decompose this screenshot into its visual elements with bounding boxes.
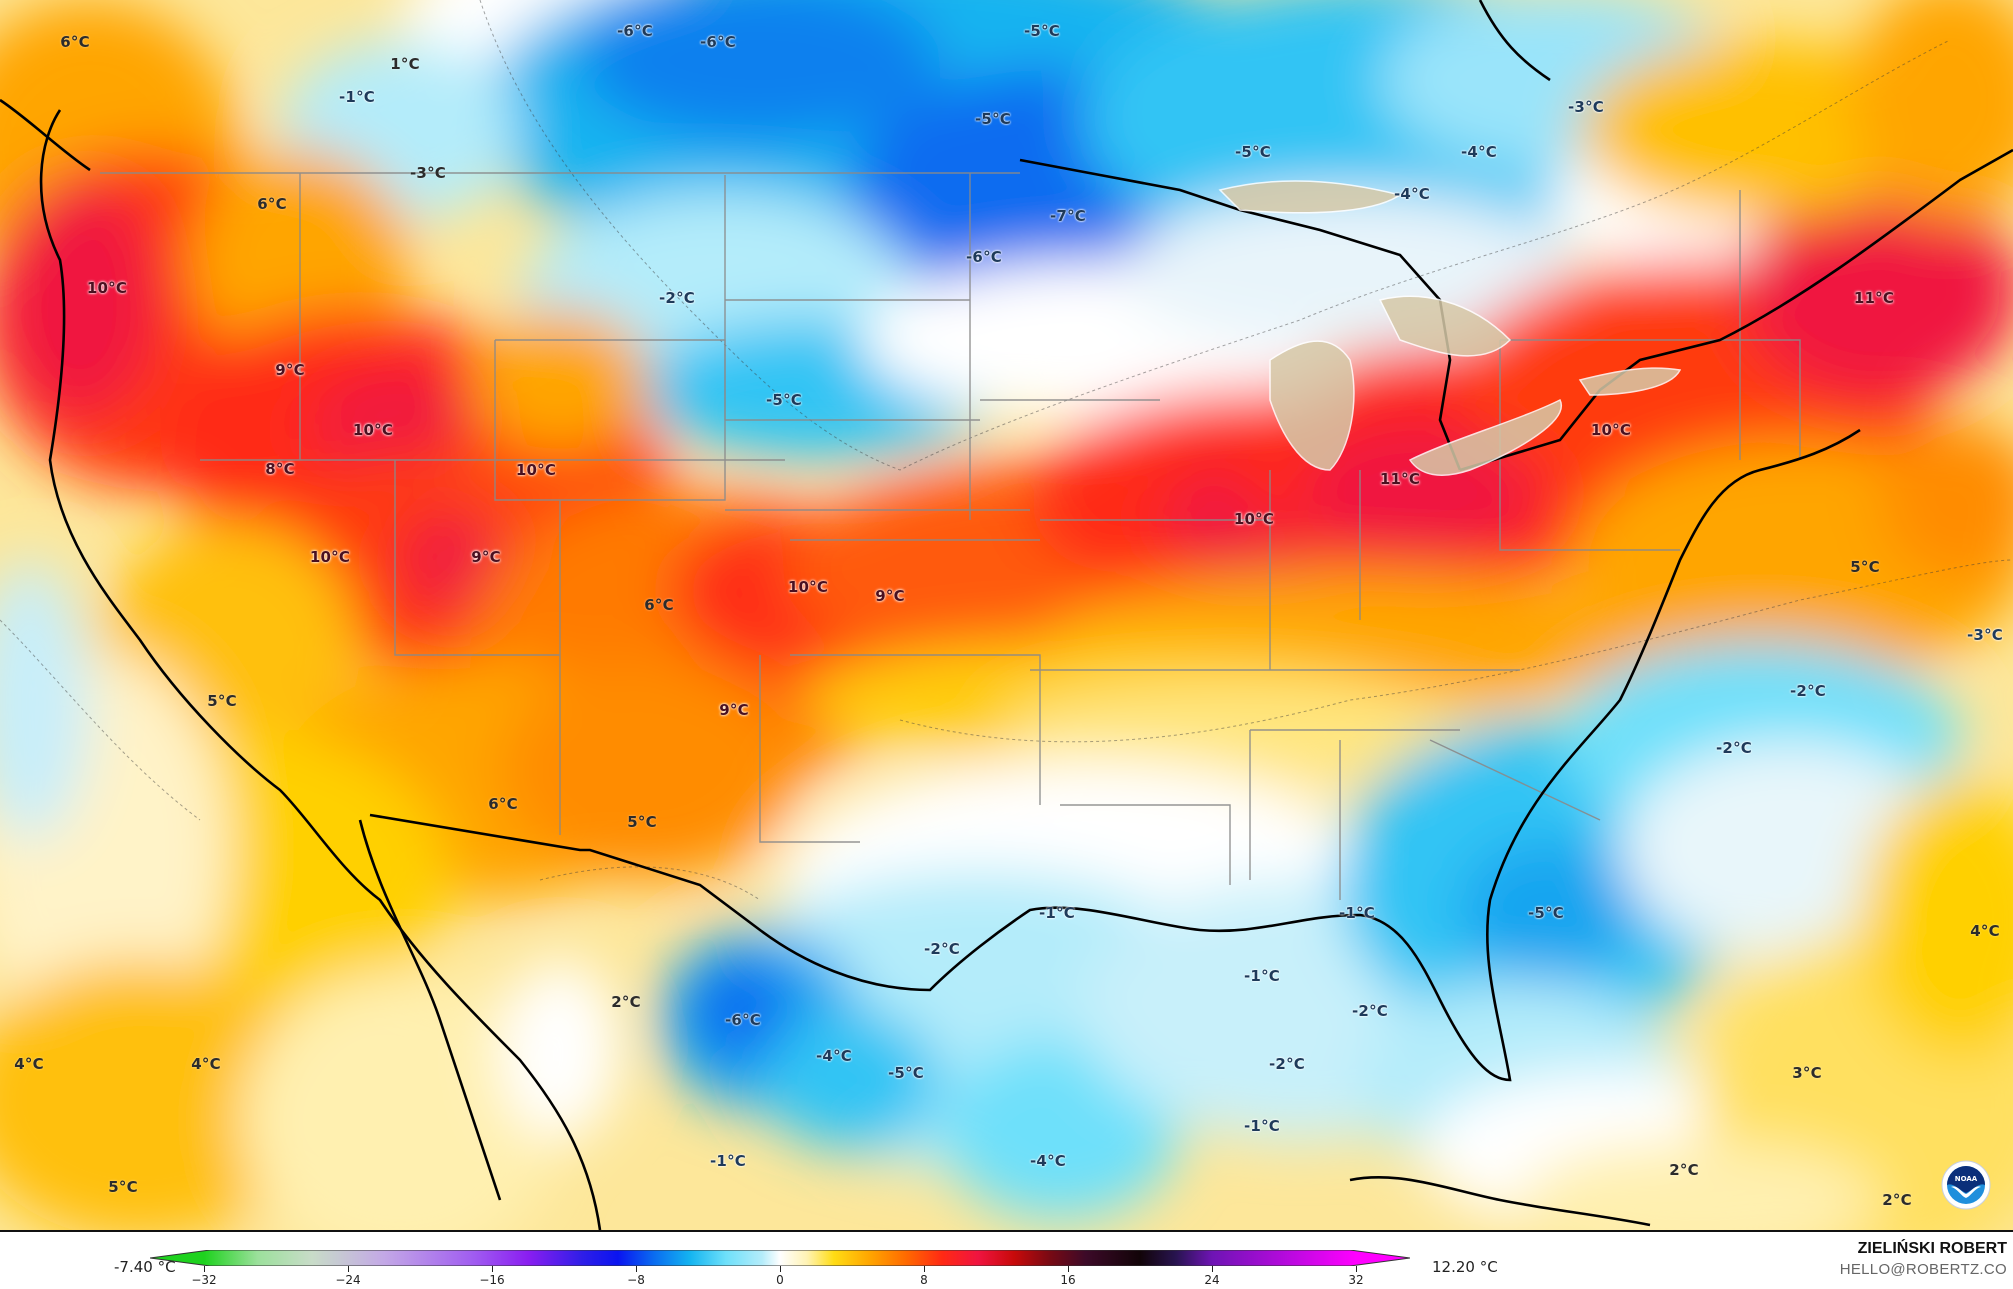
temperature-label: -2°C: [659, 289, 695, 307]
temperature-field: [0, 0, 2013, 1230]
temperature-label: 6°C: [488, 795, 518, 813]
temperature-label: -1°C: [1339, 904, 1375, 922]
colorbar-tick-label: 0: [776, 1273, 784, 1287]
temperature-label: 2°C: [611, 993, 641, 1011]
colorbar-tick: [1356, 1266, 1357, 1272]
temperature-label: -1°C: [339, 88, 375, 106]
temperature-label: 5°C: [207, 692, 237, 710]
colorbar-tick-label: −16: [479, 1273, 505, 1287]
temperature-label: 5°C: [108, 1178, 138, 1196]
temperature-label: -5°C: [1235, 143, 1271, 161]
temperature-label: -4°C: [1030, 1152, 1066, 1170]
colorbar-tick: [348, 1266, 349, 1272]
temperature-label: -2°C: [1716, 739, 1752, 757]
temperature-label: -2°C: [1269, 1055, 1305, 1073]
colorbar-tick-label: 32: [1348, 1273, 1364, 1287]
temperature-label: 6°C: [257, 195, 287, 213]
colorbar-tick: [1212, 1266, 1213, 1272]
temperature-label: 2°C: [1669, 1161, 1699, 1179]
temperature-label: -7°C: [1050, 207, 1086, 225]
temperature-label: 5°C: [627, 813, 657, 831]
temperature-label: -1°C: [710, 1152, 746, 1170]
colorbar-tick: [780, 1266, 781, 1272]
noaa-logo: NOAA: [1941, 1160, 1991, 1210]
colorbar-tick: [1068, 1266, 1069, 1272]
temperature-label: 4°C: [1970, 922, 2000, 940]
temperature-label: -1°C: [1244, 1117, 1280, 1135]
temperature-label: -3°C: [1568, 98, 1604, 116]
colorbar-tick-label: 24: [1204, 1273, 1220, 1287]
colorbar-tick-label: −24: [335, 1273, 361, 1287]
temperature-label: 9°C: [719, 701, 749, 719]
temperature-label: -5°C: [1024, 22, 1060, 40]
temperature-label: 6°C: [60, 33, 90, 51]
colorbar-tick: [636, 1266, 637, 1272]
temperature-label: -6°C: [966, 248, 1002, 266]
temperature-label: 2°C: [1882, 1191, 1912, 1209]
temperature-label: 5°C: [1850, 558, 1880, 576]
temperature-label: -5°C: [888, 1064, 924, 1082]
temperature-label: 9°C: [275, 361, 305, 379]
temperature-label: 10°C: [352, 421, 394, 439]
temperature-label: 10°C: [1590, 421, 1632, 439]
temperature-label: 6°C: [644, 596, 674, 614]
temperature-label: 9°C: [471, 548, 501, 566]
colorbar: [150, 1250, 1410, 1266]
legend-footer: -7.40 °C −32 −24 −16 −8 0 8 16 24 32 12.20 °C ZI…: [0, 1230, 2013, 1287]
temperature-label: -2°C: [1352, 1002, 1388, 1020]
temperature-label: 10°C: [86, 279, 128, 297]
temperature-label: -4°C: [1394, 185, 1430, 203]
temperature-label: -4°C: [1461, 143, 1497, 161]
temperature-label: 4°C: [191, 1055, 221, 1073]
temperature-label: -1°C: [1039, 904, 1075, 922]
author-name: ZIELIŃSKI ROBERT: [1857, 1240, 2007, 1257]
temperature-label: -2°C: [1790, 682, 1826, 700]
temperature-label: 10°C: [309, 548, 351, 566]
temperature-label: -5°C: [975, 110, 1011, 128]
temperature-map: 6°C 1°C -1°C -3°C 6°C 10°C -6°C -6°C -5°C -5°C -7°…: [0, 0, 2013, 1230]
temperature-label: 11°C: [1853, 289, 1895, 307]
temperature-label: 10°C: [787, 578, 829, 596]
colorbar-tick-label: 8: [920, 1273, 928, 1287]
colorbar-tick: [204, 1266, 205, 1272]
temperature-label: 10°C: [515, 461, 557, 479]
temperature-label: -2°C: [924, 940, 960, 958]
temperature-label: -6°C: [700, 33, 736, 51]
colorbar-min-label: -7.40 °C: [114, 1258, 176, 1276]
temperature-label: 4°C: [14, 1055, 44, 1073]
temperature-label: 8°C: [265, 460, 295, 478]
temperature-label: 10°C: [1233, 510, 1275, 528]
temperature-label: -5°C: [766, 391, 802, 409]
colorbar-max-label: 12.20 °C: [1432, 1258, 1498, 1276]
svg-text:NOAA: NOAA: [1955, 1175, 1978, 1183]
temperature-label: 3°C: [1792, 1064, 1822, 1082]
temperature-label: 1°C: [390, 55, 420, 73]
temperature-label: 9°C: [875, 587, 905, 605]
temperature-label: -5°C: [1528, 904, 1564, 922]
credit-block: ZIELIŃSKI ROBERT HELLO@ROBERTZ.CO: [1747, 1232, 2007, 1289]
temperature-label: -3°C: [410, 164, 446, 182]
colorbar-tick-label: −8: [627, 1273, 645, 1287]
temperature-label: -1°C: [1244, 967, 1280, 985]
temperature-label: 11°C: [1379, 470, 1421, 488]
temperature-label: -3°C: [1967, 626, 2003, 644]
author-email: HELLO@ROBERTZ.CO: [1839, 1261, 2007, 1278]
colorbar-tick-label: 16: [1060, 1273, 1076, 1287]
colorbar-tick-label: −32: [191, 1273, 217, 1287]
temperature-label: -6°C: [617, 22, 653, 40]
temperature-label: -6°C: [725, 1011, 761, 1029]
temperature-label: -4°C: [816, 1047, 852, 1065]
colorbar-tick: [492, 1266, 493, 1272]
colorbar-tick: [924, 1266, 925, 1272]
